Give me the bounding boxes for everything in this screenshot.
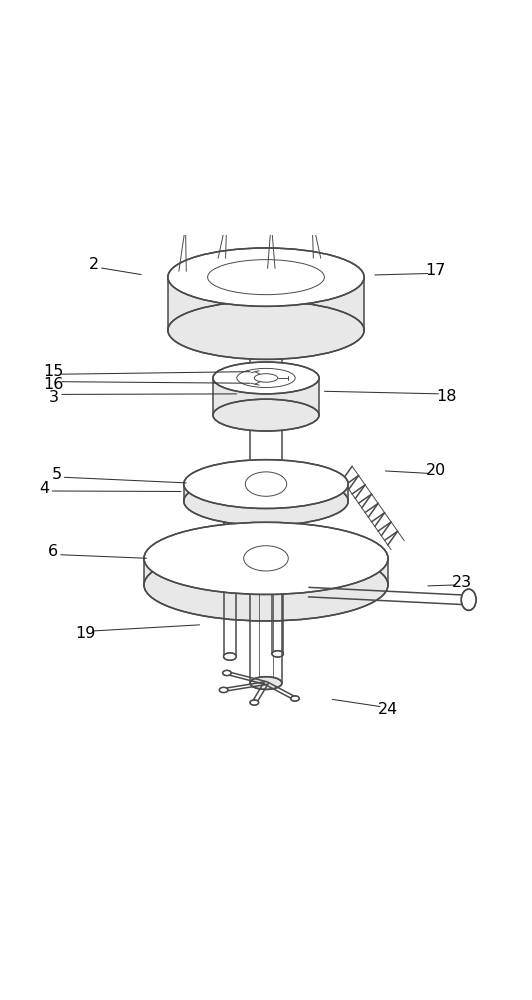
Text: 24: 24 [378, 702, 398, 717]
Text: 23: 23 [452, 575, 472, 590]
Polygon shape [213, 378, 319, 415]
Polygon shape [168, 277, 364, 330]
Ellipse shape [144, 549, 388, 621]
Ellipse shape [250, 677, 282, 689]
Text: 18: 18 [436, 389, 456, 404]
Ellipse shape [461, 589, 476, 610]
Text: 5: 5 [52, 467, 62, 482]
Text: 15: 15 [44, 364, 64, 379]
Ellipse shape [168, 248, 364, 306]
Text: 19: 19 [76, 626, 96, 641]
Text: 3: 3 [49, 390, 59, 405]
Ellipse shape [223, 653, 236, 660]
Ellipse shape [213, 399, 319, 431]
Polygon shape [184, 484, 348, 501]
Ellipse shape [223, 670, 231, 676]
Text: 20: 20 [426, 463, 446, 478]
Polygon shape [144, 558, 388, 585]
Text: 16: 16 [44, 377, 64, 392]
Ellipse shape [219, 687, 228, 693]
Ellipse shape [213, 362, 319, 394]
Text: 6: 6 [48, 544, 58, 559]
Ellipse shape [184, 477, 348, 525]
Ellipse shape [168, 301, 364, 359]
Ellipse shape [290, 696, 300, 701]
Text: 17: 17 [426, 263, 446, 278]
Ellipse shape [184, 460, 348, 508]
Ellipse shape [144, 522, 388, 594]
Ellipse shape [250, 700, 259, 705]
Ellipse shape [272, 651, 284, 657]
Text: 2: 2 [88, 257, 98, 272]
Text: 4: 4 [39, 481, 49, 496]
